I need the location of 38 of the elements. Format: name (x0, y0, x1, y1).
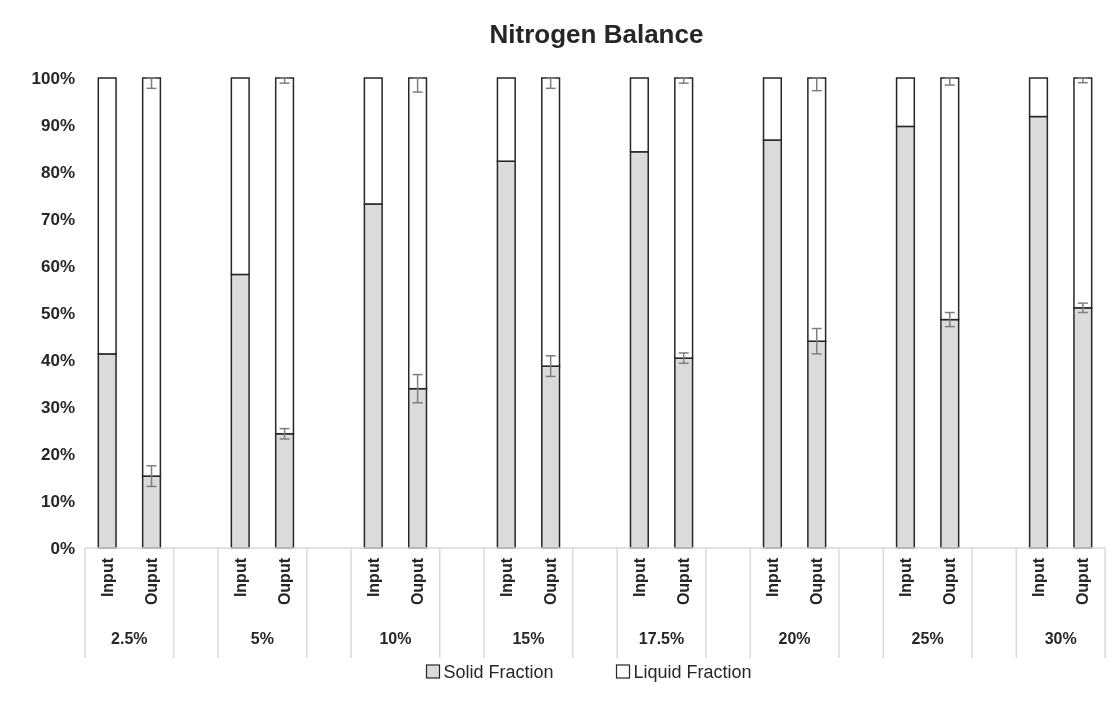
x-tick-label: Ouput (808, 557, 826, 606)
x-tick-label: Input (364, 557, 382, 598)
text: 20% (778, 630, 811, 647)
text: 30% (1044, 630, 1077, 647)
x-tick-label: Ouput (276, 557, 294, 606)
x-tick-label: Ouput (1074, 557, 1092, 606)
x-tick-label: Ouput (409, 557, 427, 606)
y-tick-label: 30% (40, 397, 75, 417)
y-tick-label: 80% (40, 162, 75, 182)
y-tick-label: 10% (40, 491, 75, 511)
legend-label: Solid Fraction (443, 662, 554, 682)
text: 15% (512, 630, 545, 647)
x-tick-label: Input (630, 557, 648, 598)
y-tick-label: 20% (40, 444, 75, 464)
x-tick-label: Input (763, 557, 781, 598)
x-tick-label: Ouput (675, 557, 693, 606)
x-tick-label: Ouput (143, 557, 161, 606)
text: 17.5% (638, 630, 685, 647)
x-tick-label: Ouput (941, 557, 959, 606)
x-tick-label: Input (1030, 557, 1048, 598)
y-tick-label: 60% (40, 256, 75, 276)
x-tick-label: Ouput (542, 557, 560, 606)
x-tick-label: Input (98, 557, 116, 598)
text: 5% (250, 630, 274, 647)
text: 10% (379, 630, 412, 647)
y-tick-label: 100% (31, 68, 75, 88)
x-tick-label: Input (231, 557, 249, 598)
x-tick-label: Input (497, 557, 515, 598)
y-tick-label: 40% (40, 350, 75, 370)
chart-title: Nitrogen Balance (489, 19, 704, 49)
y-tick-label: 0% (50, 538, 75, 558)
y-tick-label: 70% (40, 209, 75, 229)
y-tick-label: 90% (40, 115, 75, 135)
x-tick-label: Input (897, 557, 915, 598)
y-tick-label: 50% (40, 303, 75, 323)
text: 2.5% (111, 630, 148, 647)
text: 25% (911, 630, 944, 647)
legend-label: Liquid Fraction (633, 662, 752, 682)
